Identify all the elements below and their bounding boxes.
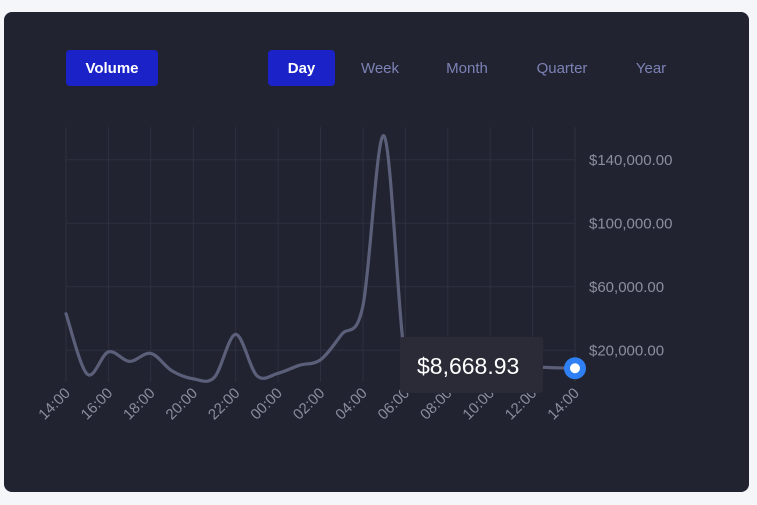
current-point-marker[interactable] [564,357,586,380]
x-tick-label: 14:00 [35,385,74,424]
y-axis-ticks: $20,000.00 $60,000.00 $100,000.00 $140,000.… [589,152,672,359]
x-tick-label: 22:00 [205,385,244,424]
x-tick-label: 16:00 [78,385,117,424]
y-tick-label: $100,000.00 [589,215,672,232]
tooltip-value: $8,668.93 [417,353,519,379]
x-tick-label: 00:00 [247,385,286,424]
x-tick-label: 02:00 [290,385,329,424]
y-tick-label: $140,000.00 [589,152,672,169]
x-tick-label: 14:00 [544,385,583,424]
volume-line-chart: $20,000.00 $60,000.00 $100,000.00 $140,000.… [35,127,672,424]
volume-button[interactable]: Volume [66,50,158,86]
marker-dot [570,363,580,374]
x-tick-label: 18:00 [120,385,159,424]
tab-month[interactable]: Month [446,59,488,77]
tab-week[interactable]: Week [360,59,400,77]
grid [65,127,576,382]
tooltip-box [400,337,543,393]
y-tick-label: $60,000.00 [589,279,664,296]
tab-day[interactable]: Day [268,50,335,86]
y-tick-label: $20,000.00 [589,342,664,359]
tab-year[interactable]: Year [635,59,667,77]
chart-card: Volume Day Week Month Quarter Year $20,0… [4,12,749,492]
x-tick-label: 04:00 [332,385,371,424]
tooltip: $8,668.93 [400,337,543,393]
tab-quarter[interactable]: Quarter [536,59,588,77]
x-tick-label: 20:00 [163,385,202,424]
